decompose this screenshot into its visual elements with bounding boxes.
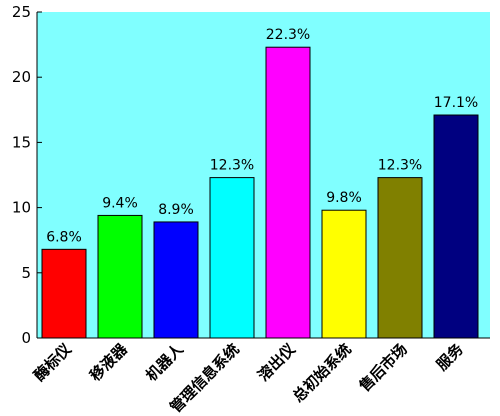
x-tick-label: 溶出仪 [254, 339, 299, 384]
x-tick-label: 酶标仪 [30, 339, 75, 384]
bar [377, 177, 423, 339]
value-label: 8.9% [158, 202, 194, 218]
bar [209, 177, 255, 339]
value-label: 22.3% [266, 27, 310, 43]
value-label: 6.8% [46, 229, 82, 245]
x-tick-label: 售后市场 [356, 340, 411, 395]
value-label: 12.3% [210, 158, 254, 174]
bar [153, 221, 199, 339]
value-label: 9.8% [326, 190, 362, 206]
bar [433, 114, 479, 339]
y-tick-label: 5 [21, 264, 31, 282]
x-tick-label: 服务 [433, 339, 468, 374]
bar [41, 248, 87, 339]
bar [321, 209, 367, 339]
y-tick-label: 15 [12, 133, 31, 151]
y-tick-label: 0 [21, 329, 31, 347]
x-tick-label: 总初始系统 [289, 340, 355, 406]
bar [265, 46, 311, 339]
y-tick-label: 25 [12, 3, 31, 21]
bar [97, 214, 143, 339]
value-label: 12.3% [378, 158, 422, 174]
value-label: 9.4% [102, 195, 138, 211]
x-tick-label: 机器人 [142, 339, 187, 384]
x-tick-label: 移液器 [86, 339, 131, 384]
value-label: 17.1% [434, 95, 478, 111]
y-tick-label: 10 [12, 199, 31, 217]
y-tick-label: 20 [12, 68, 31, 86]
